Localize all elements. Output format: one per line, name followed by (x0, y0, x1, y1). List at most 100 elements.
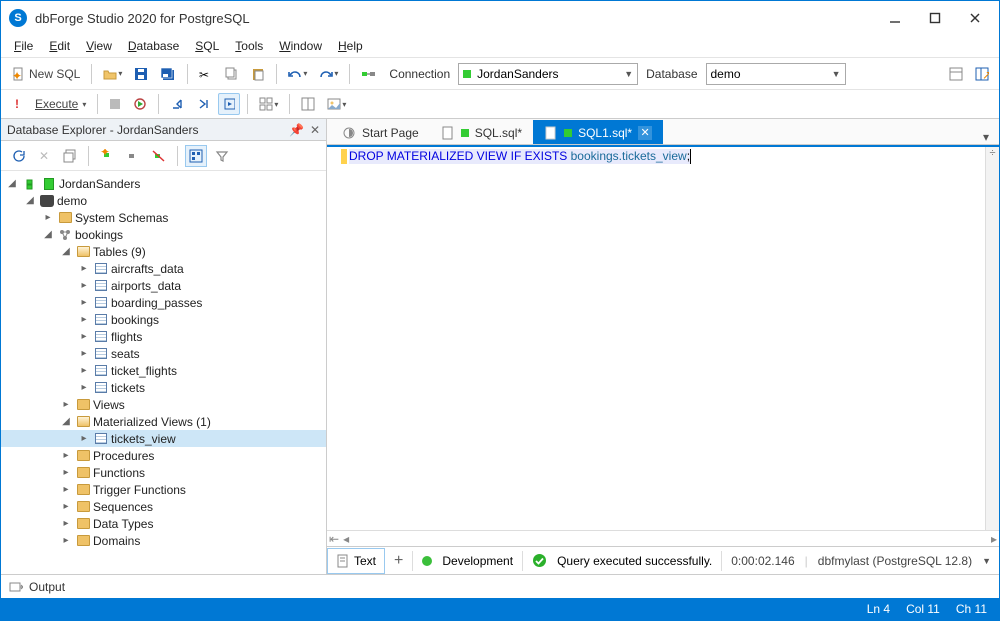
system-schemas-label: System Schemas (75, 211, 168, 225)
tree-trigger-functions[interactable]: ▸Trigger Functions (1, 481, 326, 498)
disconn-button[interactable] (148, 145, 170, 167)
h-scrollbar[interactable]: ⇤◂▸ (327, 530, 999, 546)
tree-table-item[interactable]: ▸airports_data (1, 277, 326, 294)
text-label: Text (354, 554, 376, 568)
menu-edit[interactable]: Edit (42, 37, 77, 55)
step-btn-3[interactable] (218, 93, 240, 115)
output-icon (9, 580, 23, 594)
plug-icon (361, 67, 377, 81)
database-combo[interactable]: demo ▼ (706, 63, 846, 85)
tree-matviews-folder[interactable]: ◢Materialized Views (1) (1, 413, 326, 430)
main-area: Database Explorer - JordanSanders 📌 ✕ ✕ … (1, 119, 999, 574)
cut-button[interactable]: ✂ (195, 63, 217, 85)
tree-system-schemas[interactable]: ▸System Schemas (1, 209, 326, 226)
windows-button[interactable] (59, 145, 81, 167)
connection-icon-button[interactable] (357, 63, 381, 85)
tree-procedures[interactable]: ▸Procedures (1, 447, 326, 464)
refresh-button[interactable] (7, 145, 29, 167)
footer-dropdown-icon[interactable]: ▼ (982, 556, 991, 566)
step-btn-1[interactable] (166, 93, 188, 115)
menu-tools[interactable]: Tools (228, 37, 270, 55)
tree-table-item[interactable]: ▸boarding_passes (1, 294, 326, 311)
filter-button[interactable] (211, 145, 233, 167)
table-label: bookings (111, 313, 159, 327)
caret (690, 149, 691, 164)
explorer-tree[interactable]: ◢JordanSanders ◢demo ▸System Schemas ◢bo… (1, 171, 326, 574)
close-panel-icon[interactable]: ✕ (310, 123, 320, 137)
stop-button[interactable] (105, 93, 125, 115)
database-explorer: Database Explorer - JordanSanders 📌 ✕ ✕ … (1, 119, 327, 574)
tree-data-types[interactable]: ▸Data Types (1, 515, 326, 532)
green-dot-icon (564, 129, 572, 137)
layout-button-2[interactable]: ↗ (971, 63, 993, 85)
code-area[interactable]: DROP MATERIALIZED VIEW IF EXISTS booking… (337, 147, 985, 530)
maximize-button[interactable] (915, 5, 955, 31)
tree-database[interactable]: ◢demo (1, 192, 326, 209)
picture-button[interactable]: ▾ (323, 93, 350, 115)
tree-sequences[interactable]: ▸Sequences (1, 498, 326, 515)
table-label: airports_data (111, 279, 181, 293)
run-current-button[interactable] (129, 93, 151, 115)
add-view-button[interactable]: + (385, 548, 412, 574)
tree-table-item[interactable]: ▸ticket_flights (1, 362, 326, 379)
query-status: Query executed successfully. (523, 548, 721, 574)
clipboard-icon (251, 67, 265, 81)
tree-server[interactable]: ◢JordanSanders (1, 175, 326, 192)
tree-tables-folder[interactable]: ◢Tables (9) (1, 243, 326, 260)
tree-schema[interactable]: ◢bookings (1, 226, 326, 243)
save-all-button[interactable] (156, 63, 180, 85)
views-label: Views (93, 398, 125, 412)
execute-warning-icon[interactable]: ! (7, 93, 27, 115)
copy-button[interactable] (221, 63, 243, 85)
tree-domains[interactable]: ▸Domains (1, 532, 326, 549)
split-handle[interactable]: ÷ (985, 147, 999, 530)
show-all-button[interactable] (185, 145, 207, 167)
menu-file[interactable]: File (7, 37, 40, 55)
editor-pane: Start Page SQL.sql* SQL1.sql*✕ ▾ DROP MA… (327, 119, 999, 574)
pin-icon[interactable]: 📌 (289, 123, 304, 137)
tree-table-item[interactable]: ▸flights (1, 328, 326, 345)
tree-table-item[interactable]: ▸bookings (1, 311, 326, 328)
close-button[interactable] (955, 5, 995, 31)
conn-button[interactable] (122, 145, 144, 167)
redo-button[interactable]: ▾ (315, 63, 342, 85)
step-btn-2[interactable] (192, 93, 214, 115)
tab-sql1[interactable]: SQL1.sql*✕ (533, 120, 663, 144)
execute-button[interactable]: Execute▾ (31, 93, 90, 115)
tree-functions[interactable]: ▸Functions (1, 464, 326, 481)
paste-button[interactable] (247, 63, 269, 85)
tab-sql-label: SQL.sql* (475, 126, 522, 140)
tree-table-item[interactable]: ▸seats (1, 345, 326, 362)
undo-icon (288, 67, 302, 81)
output-panel-tab[interactable]: Output (1, 574, 999, 598)
menu-database[interactable]: Database (121, 37, 186, 55)
menu-help[interactable]: Help (331, 37, 370, 55)
tab-start-page[interactable]: Start Page (331, 120, 430, 144)
menu-view[interactable]: View (79, 37, 119, 55)
tree-matview-item[interactable]: ▸tickets_view (1, 430, 326, 447)
menu-sql[interactable]: SQL (188, 37, 226, 55)
tree-table-item[interactable]: ▸tickets (1, 379, 326, 396)
new-conn-button[interactable]: ✦ (96, 145, 118, 167)
tab-close-icon[interactable]: ✕ (638, 126, 652, 140)
tree-table-item[interactable]: ▸aircrafts_data (1, 260, 326, 277)
minimize-button[interactable] (875, 5, 915, 31)
new-sql-button[interactable]: ✦ New SQL (7, 63, 84, 85)
undo-button[interactable]: ▾ (284, 63, 311, 85)
database-label: Database (642, 67, 701, 81)
code-editor[interactable]: DROP MATERIALIZED VIEW IF EXISTS booking… (327, 145, 999, 530)
layout-button-1[interactable] (945, 63, 967, 85)
app-icon: S (9, 9, 27, 27)
save-button[interactable] (130, 63, 152, 85)
menu-window[interactable]: Window (272, 37, 329, 55)
schema-label: bookings (75, 228, 123, 242)
open-button[interactable]: ▾ (99, 63, 126, 85)
disconnect-button[interactable]: ✕ (33, 145, 55, 167)
tab-options[interactable]: ▾ (977, 130, 995, 144)
connection-combo[interactable]: JordanSanders ▼ (458, 63, 638, 85)
text-view-button[interactable]: Text (327, 548, 385, 574)
tree-views-folder[interactable]: ▸Views (1, 396, 326, 413)
grid-button[interactable]: ▾ (255, 93, 282, 115)
tab-sql[interactable]: SQL.sql* (430, 120, 533, 144)
expand-button[interactable] (297, 93, 319, 115)
